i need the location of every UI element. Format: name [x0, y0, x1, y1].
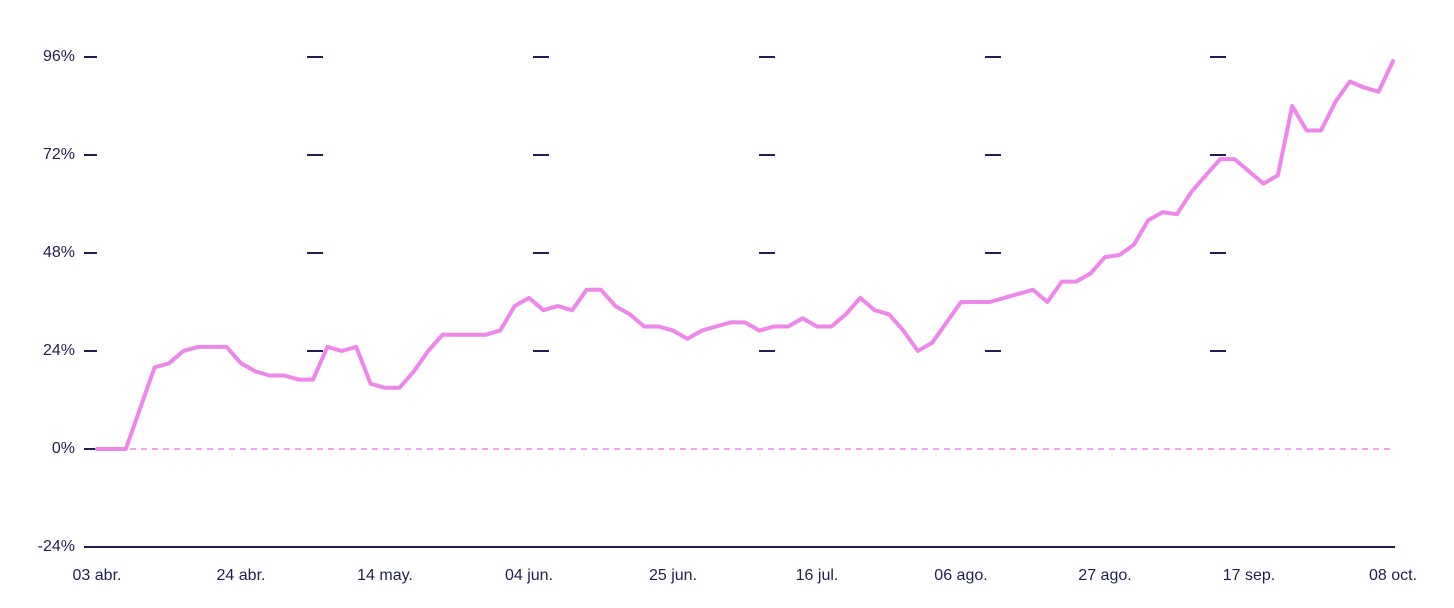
y-tick-label: 72% [43, 146, 75, 163]
y-tick-label: 0% [52, 440, 75, 457]
y-tick-label: 48% [43, 244, 75, 261]
x-tick-label: 24 abr. [217, 567, 266, 584]
x-tick-label: 06 ago. [934, 567, 987, 584]
y-tick-label: 96% [43, 48, 75, 65]
x-tick-label: 04 jun. [505, 567, 553, 584]
x-tick-label: 03 abr. [73, 567, 122, 584]
y-tick-label: 24% [43, 342, 75, 359]
x-tick-label: 16 jul. [796, 567, 839, 584]
y-tick-label: -24% [38, 538, 75, 555]
line [95, 59, 1395, 451]
x-tick-label: 14 may. [357, 567, 413, 584]
x-tick-label: 17 sep. [1223, 567, 1275, 584]
x-tick-label: 08 oct. [1369, 567, 1417, 584]
x-tick-label: 25 jun. [649, 567, 697, 584]
x-tick-label: 27 ago. [1078, 567, 1131, 584]
